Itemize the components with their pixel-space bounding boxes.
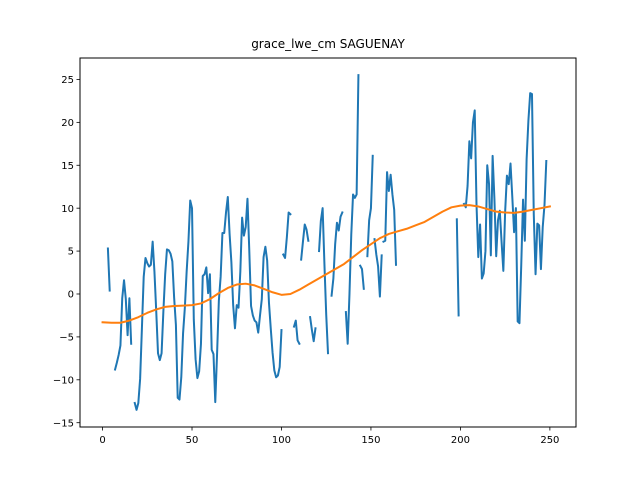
- chart-title: grace_lwe_cm SAGUENAY: [251, 37, 405, 51]
- y-tick-label: −15: [53, 418, 74, 429]
- axes-frame: [79, 57, 577, 428]
- y-tick-label: 20: [61, 118, 74, 129]
- x-tick-label: 200: [451, 435, 470, 446]
- series-group: [101, 74, 552, 411]
- y-tick-label: −5: [59, 332, 74, 343]
- y-tick-label: 5: [68, 247, 74, 258]
- y-tick-label: −10: [53, 375, 74, 386]
- series-line-2: [101, 204, 552, 324]
- x-tick-label: 50: [186, 435, 199, 446]
- series-line-1: [106, 74, 548, 411]
- y-tick-label: 15: [61, 161, 74, 172]
- y-tick-label: 0: [68, 290, 74, 301]
- x-tick-label: 100: [272, 435, 291, 446]
- x-tick-label: 150: [361, 435, 380, 446]
- axes: 0 50 100 150 200 250 −15 −10 −5 0 5 10 15 20 25: [53, 57, 577, 446]
- y-tick-label: 10: [61, 204, 74, 215]
- y-tick-label: 25: [61, 75, 74, 86]
- x-tick-label: 0: [99, 435, 105, 446]
- x-tick-label: 250: [540, 435, 559, 446]
